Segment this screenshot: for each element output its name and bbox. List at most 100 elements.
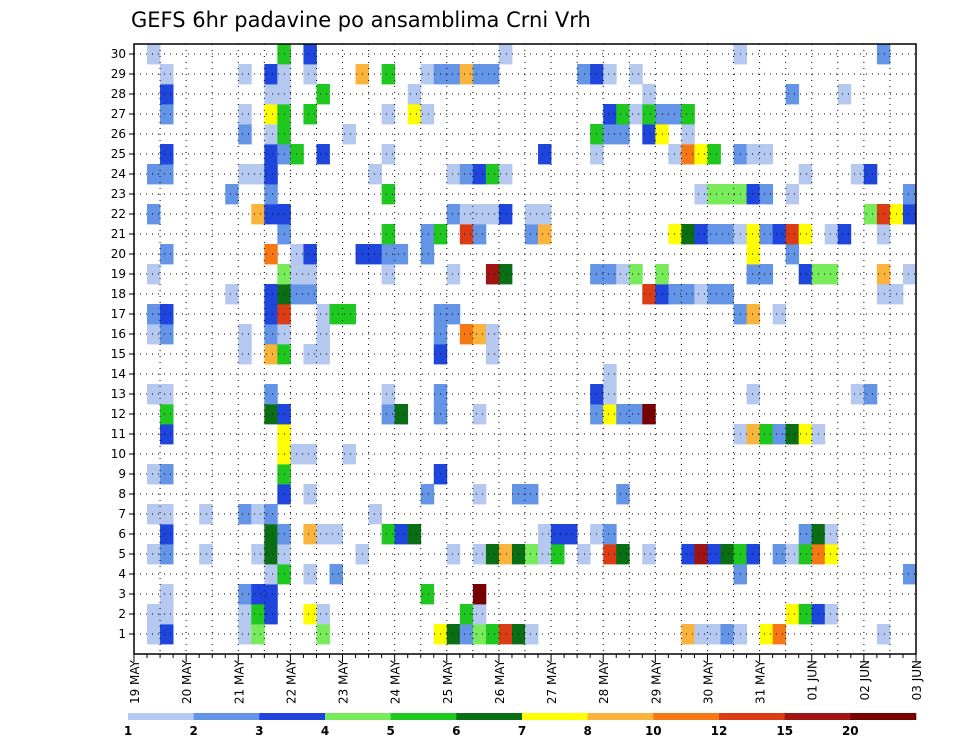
heatmap-cell <box>603 104 617 125</box>
heatmap-cell <box>368 244 383 265</box>
heatmap-cell <box>264 164 278 185</box>
heatmap-cell <box>876 224 891 245</box>
heatmap-cell <box>837 224 852 245</box>
heatmap-cell <box>251 624 265 645</box>
heatmap-cell <box>225 284 239 305</box>
heatmap-cell <box>485 544 500 565</box>
heatmap-cell <box>707 284 721 305</box>
heatmap-cell <box>772 544 787 565</box>
heatmap-cell <box>199 544 213 565</box>
heatmap-cell <box>264 544 278 565</box>
heatmap-cell <box>394 404 409 425</box>
colorbar-label: 8 <box>584 724 592 738</box>
heatmap-cell <box>264 104 278 125</box>
y-tick-label: 30 <box>111 47 126 61</box>
heatmap-cell <box>147 504 161 525</box>
heatmap-cell <box>303 64 317 85</box>
heatmap-cell <box>785 244 800 265</box>
heatmap-cell <box>759 264 774 285</box>
heatmap-cell <box>694 624 708 645</box>
heatmap-cell <box>407 104 422 125</box>
heatmap-cell <box>446 64 461 85</box>
heatmap-cell <box>420 244 435 265</box>
colorbar-swatch <box>653 713 720 720</box>
x-tick-label: 31 MAY <box>754 659 768 704</box>
heatmap-cell <box>303 264 317 285</box>
y-tick-label: 29 <box>111 67 126 81</box>
heatmap-cell <box>472 164 487 185</box>
heatmap-cell <box>472 64 487 85</box>
heatmap-cell <box>472 324 487 345</box>
heatmap-cell <box>785 604 800 625</box>
heatmap-cell <box>759 224 774 245</box>
heatmap-cell <box>694 144 708 165</box>
heatmap-cell <box>368 504 383 525</box>
heatmap-cell <box>603 404 617 425</box>
heatmap-cell <box>381 384 396 405</box>
heatmap-cell <box>824 544 839 565</box>
heatmap-cell <box>446 264 461 285</box>
colorbar-swatch <box>259 713 326 720</box>
y-tick-label: 24 <box>111 167 126 181</box>
heatmap-cell <box>160 104 174 125</box>
x-tick-label: 20 MAY <box>180 659 194 704</box>
heatmap-cell <box>785 184 800 205</box>
colorbar-swatch <box>390 713 457 720</box>
heatmap-cell <box>681 284 695 305</box>
heatmap-cell <box>498 624 513 645</box>
heatmap-cell <box>694 284 708 305</box>
heatmap-cell <box>238 504 252 525</box>
heatmap-cell <box>798 424 813 445</box>
heatmap-cell <box>147 324 161 345</box>
heatmap-cell <box>785 544 800 565</box>
heatmap-cell <box>316 144 330 165</box>
heatmap-cell <box>329 524 343 545</box>
heatmap-cell <box>472 544 487 565</box>
colorbar-label: 15 <box>776 724 793 738</box>
y-tick-label: 23 <box>111 187 126 201</box>
heatmap-cell <box>485 344 500 365</box>
heatmap-cell <box>290 444 304 465</box>
heatmap-cell <box>303 604 317 625</box>
heatmap-cell <box>147 464 161 485</box>
heatmap-cell <box>264 344 278 365</box>
heatmap-cell <box>485 324 500 345</box>
heatmap-cell <box>681 224 695 245</box>
heatmap-cell <box>160 464 174 485</box>
y-tick-label: 2 <box>118 607 126 621</box>
heatmap-cell <box>459 64 474 85</box>
heatmap-cell <box>498 164 513 185</box>
heatmap-cell <box>147 604 161 625</box>
heatmap-cell <box>772 624 787 645</box>
heatmap-cell <box>603 264 617 285</box>
heatmap-cell <box>798 264 813 285</box>
y-tick-label: 27 <box>111 107 126 121</box>
heatmap-cell <box>837 84 852 105</box>
heatmap-cell <box>525 204 539 225</box>
heatmap-cell <box>459 624 474 645</box>
heatmap-cell <box>472 584 487 605</box>
heatmap-cell <box>420 484 435 505</box>
heatmap-cell <box>668 284 682 305</box>
heatmap-cells <box>147 44 917 645</box>
heatmap-cell <box>642 104 656 125</box>
heatmap-cell <box>707 544 721 565</box>
heatmap-cell <box>746 224 760 245</box>
heatmap-cell <box>485 204 500 225</box>
heatmap-cell <box>616 484 630 505</box>
heatmap-cell <box>251 604 265 625</box>
y-tick-label: 4 <box>118 567 126 581</box>
heatmap-cell <box>238 64 252 85</box>
heatmap-cell <box>160 304 174 325</box>
y-tick-label: 26 <box>111 127 126 141</box>
y-tick-label: 12 <box>111 407 126 421</box>
heatmap-cell <box>720 624 734 645</box>
heatmap-cell <box>316 344 330 365</box>
heatmap-cell <box>772 304 787 325</box>
heatmap-cell <box>238 124 252 145</box>
x-axis: 19 MAY 20 MAY 21 MAY 22 MAY 23 MAY 24 MAY 25 M… <box>128 654 924 704</box>
heatmap-cell <box>160 524 174 545</box>
heatmap-cell <box>381 244 396 265</box>
heatmap-cell <box>147 384 161 405</box>
heatmap-cell <box>694 544 708 565</box>
